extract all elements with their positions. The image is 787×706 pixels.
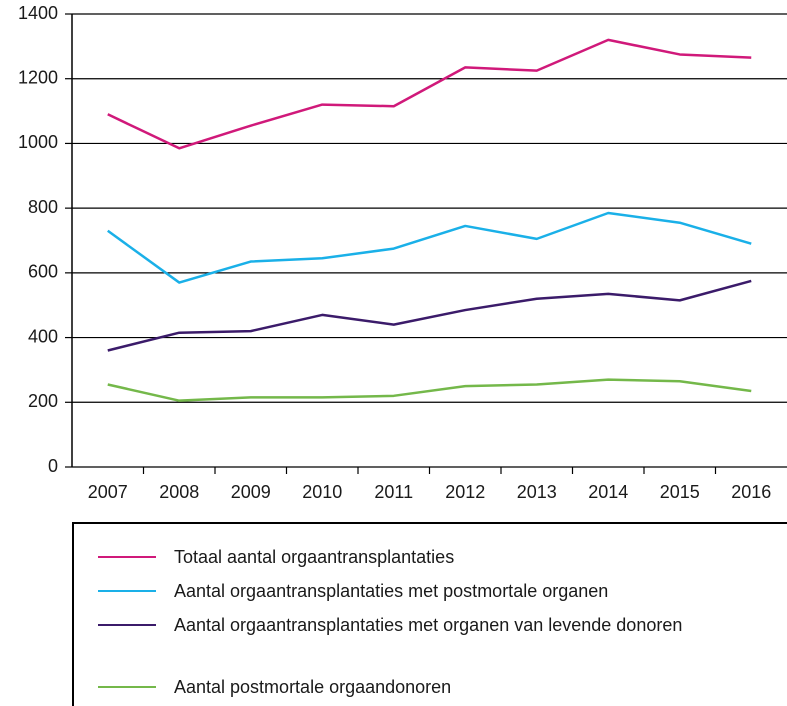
legend-item: Aantal orgaantransplantaties met postmor… bbox=[98, 580, 764, 602]
y-tick-label: 1200 bbox=[18, 67, 58, 87]
x-tick-label: 2010 bbox=[302, 482, 342, 502]
x-tick-label: 2009 bbox=[231, 482, 271, 502]
y-tick-label: 600 bbox=[28, 262, 58, 282]
legend-item: Aantal orgaantransplantaties met organen… bbox=[98, 614, 764, 636]
legend-label: Aantal orgaantransplantaties met organen… bbox=[174, 615, 683, 635]
legend-swatch bbox=[98, 590, 156, 592]
series-line bbox=[107, 378, 752, 402]
series-line bbox=[107, 38, 752, 150]
chart: 0 200 400 600 800 1000 1200 1400 2007 2008 2009 201… bbox=[18, 3, 787, 502]
series-line bbox=[107, 279, 752, 352]
legend-swatch bbox=[98, 686, 156, 688]
legend-item: Totaal aantal orgaantransplantaties bbox=[98, 546, 764, 568]
legend-label: Totaal aantal orgaantransplantaties bbox=[174, 547, 455, 567]
legend: Totaal aantal orgaantransplantaties Aanta… bbox=[72, 522, 787, 706]
legend-label: Aantal orgaantransplantaties met postmor… bbox=[174, 581, 609, 601]
y-tick-label: 400 bbox=[28, 326, 58, 346]
legend-label: Aantal postmortale orgaandonoren bbox=[174, 677, 452, 697]
x-tick-label: 2008 bbox=[159, 482, 199, 502]
y-tick-label: 0 bbox=[48, 456, 58, 476]
x-tick-label: 2016 bbox=[731, 482, 771, 502]
x-tick-label: 2015 bbox=[660, 482, 700, 502]
legend-swatch bbox=[98, 556, 156, 558]
x-tick-label: 2012 bbox=[445, 482, 485, 502]
x-tick-label: 2014 bbox=[588, 482, 628, 502]
y-tick-label: 200 bbox=[28, 391, 58, 411]
x-tick-label: 2013 bbox=[517, 482, 557, 502]
y-tick-label: 1400 bbox=[18, 3, 58, 23]
legend-swatch bbox=[98, 624, 156, 626]
x-tick-label: 2007 bbox=[88, 482, 128, 502]
y-tick-label: 800 bbox=[28, 197, 58, 217]
series-line bbox=[107, 211, 752, 284]
x-tick-label: 2011 bbox=[374, 482, 413, 502]
y-tick-label: 1000 bbox=[18, 132, 58, 152]
legend-item: Aantal postmortale orgaandonoren bbox=[98, 676, 764, 698]
